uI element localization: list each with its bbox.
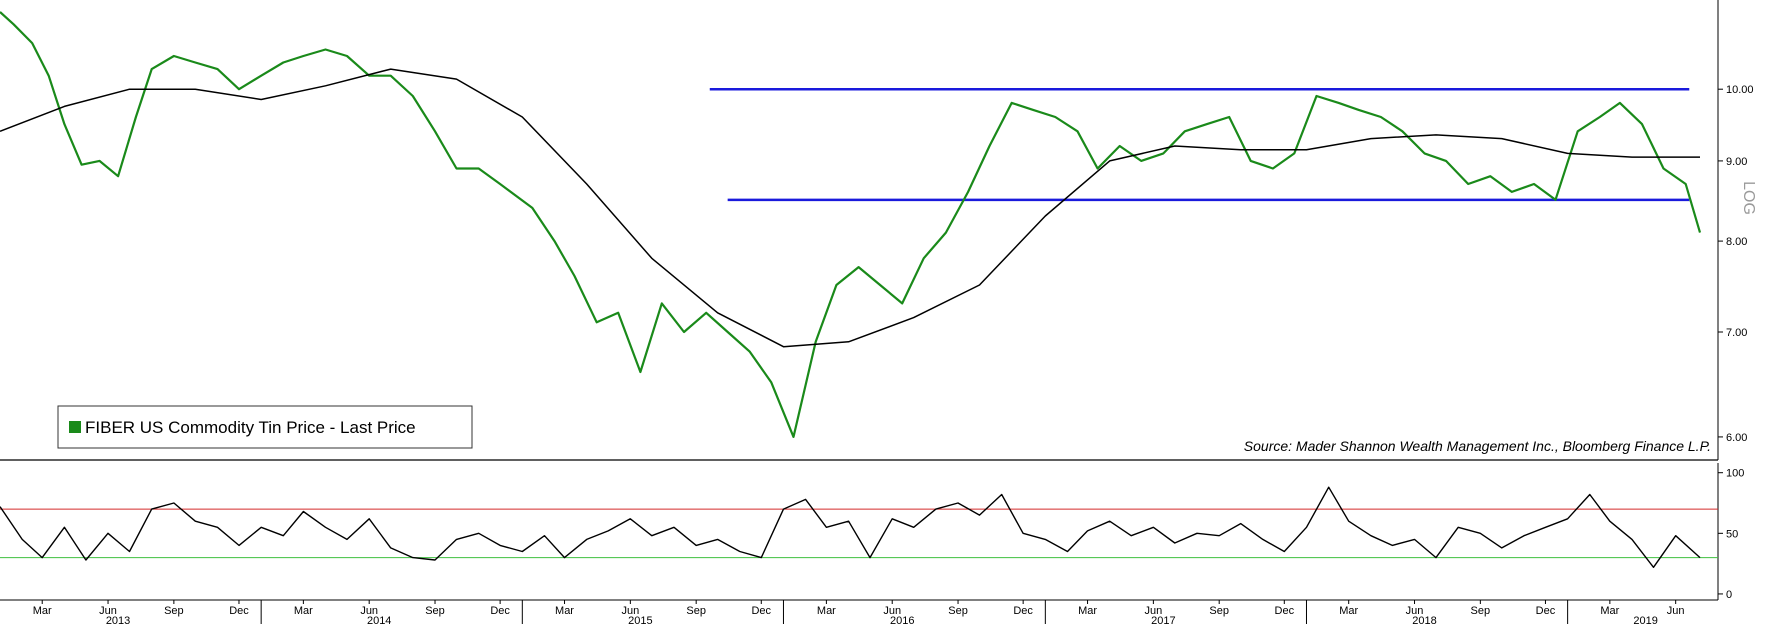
month-tick-label: Jun [1667, 605, 1685, 617]
legend-swatch [69, 421, 81, 433]
time-axis: Mar Jun Sep Dec Mar Jun Sep Dec Mar Jun Sep Dec Mar J… [33, 600, 1685, 624]
source-note: Source: Mader Shannon Wealth Management … [1244, 438, 1711, 454]
oscillator-panel: 0 50 100 [0, 463, 1744, 601]
scale-label: LOG [1740, 181, 1757, 215]
month-tick-label: Mar [817, 605, 836, 617]
year-label: 2016 [890, 615, 914, 624]
month-tick-label: Dec [751, 605, 771, 617]
month-tick-label: Sep [1471, 605, 1491, 617]
month-tick-label: Dec [490, 605, 510, 617]
month-tick-label: Mar [555, 605, 574, 617]
month-tick-label: Sep [425, 605, 445, 617]
year-label: 2017 [1151, 615, 1175, 624]
year-label: 2013 [106, 615, 130, 624]
osc-y-tick-label: 0 [1726, 589, 1732, 601]
month-tick-label: Jun [883, 605, 901, 617]
year-label: 2014 [367, 615, 391, 624]
year-label: 2018 [1412, 615, 1436, 624]
month-tick-label: Jun [1144, 605, 1162, 617]
month-tick-label: Sep [948, 605, 968, 617]
osc-y-tick-label: 50 [1726, 528, 1738, 540]
month-tick-label: Mar [1600, 605, 1619, 617]
moving-average-line [0, 68, 1700, 348]
main-y-tick-label: 7.00 [1726, 327, 1747, 339]
month-tick-label: Dec [1536, 605, 1556, 617]
main-y-tick-label: 10.00 [1726, 84, 1754, 96]
month-tick-label: Mar [294, 605, 313, 617]
oscillator-line [0, 486, 1701, 568]
price-panel: 6.00 7.00 8.00 9.00 10.00 [0, 0, 1754, 461]
month-tick-label: Jun [360, 605, 378, 617]
month-tick-label: Dec [229, 605, 249, 617]
osc-y-tick-label: 100 [1726, 468, 1744, 480]
month-tick-label: Jun [621, 605, 639, 617]
main-y-tick-label: 6.00 [1726, 432, 1747, 444]
main-y-tick-label: 9.00 [1726, 156, 1747, 168]
month-tick-label: Mar [1339, 605, 1358, 617]
month-tick-label: Dec [1275, 605, 1295, 617]
month-tick-label: Jun [1406, 605, 1424, 617]
month-tick-label: Mar [33, 605, 52, 617]
month-tick-label: Sep [686, 605, 706, 617]
month-tick-label: Dec [1013, 605, 1033, 617]
year-label: 2015 [628, 615, 652, 624]
month-tick-label: Jun [99, 605, 117, 617]
legend: FIBER US Commodity Tin Price - Last Pric… [57, 405, 473, 449]
tin-price-line [0, 11, 1702, 438]
month-tick-label: Mar [1078, 605, 1097, 617]
year-label: 2019 [1633, 615, 1657, 624]
month-tick-label: Sep [1209, 605, 1229, 617]
month-tick-label: Sep [164, 605, 184, 617]
main-y-tick-label: 8.00 [1726, 236, 1747, 248]
legend-label: FIBER US Commodity Tin Price - Last Pric… [85, 418, 416, 437]
